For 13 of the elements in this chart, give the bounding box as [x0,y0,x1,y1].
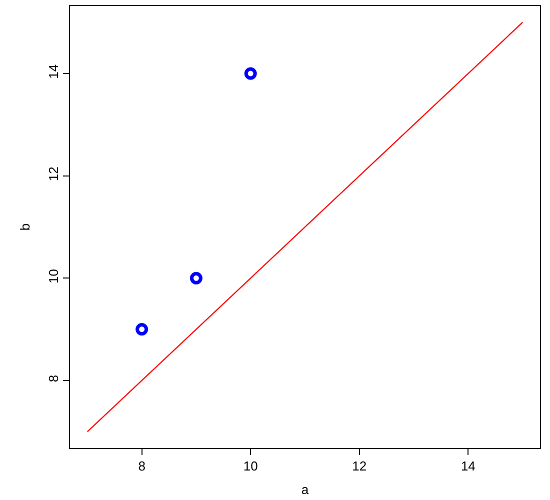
x-tick-label: 8 [138,458,146,474]
y-tick-label: 14 [46,64,61,79]
y-tick-label: 8 [46,374,61,382]
point [244,67,257,80]
x-tick-label: 12 [352,458,367,474]
point [190,272,202,284]
y-tick-label: 10 [46,268,61,284]
x-axis-title: a [301,482,310,498]
point [136,323,148,336]
y-tick-label: 12 [46,166,61,182]
x-tick-label: 10 [243,458,258,474]
y-axis-title: b [18,223,33,231]
x-tick-label: 14 [460,458,476,474]
